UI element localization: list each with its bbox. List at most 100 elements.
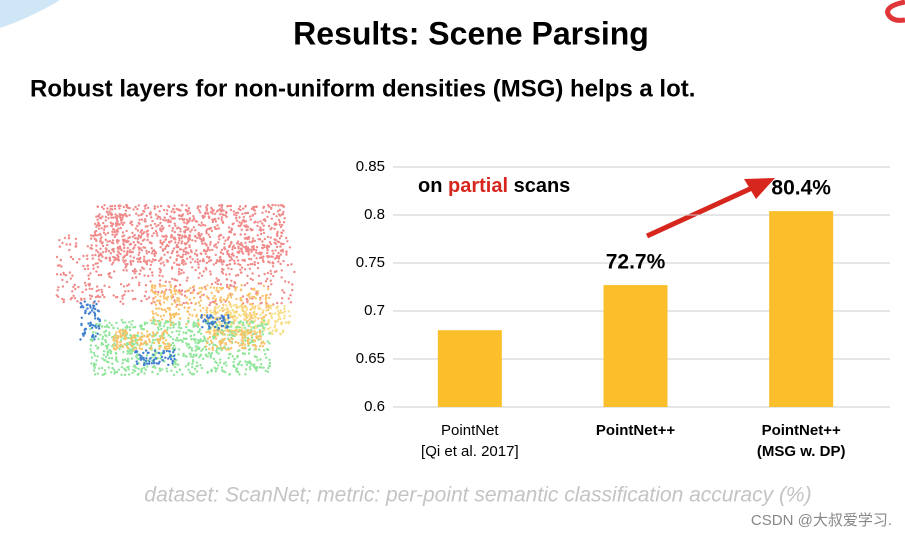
cloud-point xyxy=(187,206,191,210)
cloud-point xyxy=(134,243,137,247)
cloud-point xyxy=(243,310,247,313)
cloud-point xyxy=(140,370,143,374)
cloud-point xyxy=(199,224,203,227)
cloud-point xyxy=(280,276,283,279)
cloud-point xyxy=(149,357,152,360)
cloud-point xyxy=(151,341,154,344)
cloud-point xyxy=(167,320,170,323)
cloud-point xyxy=(222,213,225,217)
cloud-point xyxy=(139,356,142,359)
cloud-point xyxy=(191,219,194,222)
cloud-point xyxy=(106,207,109,210)
cloud-point xyxy=(282,210,285,214)
cloud-point xyxy=(266,215,269,218)
cloud-point xyxy=(243,268,247,271)
cloud-point xyxy=(214,212,217,215)
cloud-point xyxy=(99,333,102,336)
cloud-point xyxy=(283,310,287,313)
cloud-point xyxy=(230,341,233,344)
cloud-point xyxy=(147,362,151,365)
cloud-point xyxy=(281,289,284,292)
cloud-point xyxy=(219,251,223,254)
cloud-point xyxy=(144,218,147,221)
cloud-point xyxy=(104,333,107,337)
cloud-point xyxy=(249,263,252,266)
cloud-point xyxy=(175,305,178,309)
cloud-point xyxy=(92,369,96,372)
cloud-point xyxy=(172,324,175,327)
cloud-point xyxy=(244,360,247,363)
cloud-point xyxy=(65,243,68,246)
cloud-point xyxy=(196,325,199,329)
cloud-point xyxy=(140,347,144,351)
bar xyxy=(603,285,668,407)
cloud-point xyxy=(204,322,208,325)
cloud-point xyxy=(221,208,224,211)
bar xyxy=(437,330,502,407)
cloud-point xyxy=(62,271,65,275)
cloud-point xyxy=(150,302,153,305)
cloud-point xyxy=(207,260,211,263)
cloud-point xyxy=(258,251,262,254)
cloud-point xyxy=(133,343,136,346)
cloud-point xyxy=(244,212,247,215)
cloud-point xyxy=(195,370,199,373)
cloud-point xyxy=(215,227,218,231)
cloud-point xyxy=(108,240,112,243)
cloud-point xyxy=(262,309,265,312)
cloud-point xyxy=(283,317,286,320)
cloud-point xyxy=(175,313,178,316)
cloud-point xyxy=(89,311,92,314)
cloud-point xyxy=(192,325,195,328)
cloud-point xyxy=(118,204,121,207)
cloud-point xyxy=(207,227,210,230)
cloud-point xyxy=(136,335,140,338)
cloud-point xyxy=(228,333,231,337)
cloud-point xyxy=(227,356,230,360)
cloud-point xyxy=(215,246,219,249)
cloud-point xyxy=(213,294,216,298)
cloud-point xyxy=(228,320,231,324)
cloud-point xyxy=(249,316,253,319)
cloud-point xyxy=(110,216,113,219)
cloud-point xyxy=(106,243,109,247)
cloud-point xyxy=(116,220,119,223)
cloud-point xyxy=(263,272,266,276)
cloud-point xyxy=(232,222,235,225)
cloud-point xyxy=(228,292,231,295)
cloud-point xyxy=(247,292,251,296)
cloud-point xyxy=(130,220,133,223)
cloud-point xyxy=(221,338,225,341)
cloud-point xyxy=(117,255,120,259)
cloud-point xyxy=(135,347,138,350)
cloud-point xyxy=(261,311,264,314)
cloud-point xyxy=(170,297,173,300)
cloud-point xyxy=(244,220,248,223)
cloud-point xyxy=(182,301,185,305)
cloud-point xyxy=(102,221,105,225)
cloud-point xyxy=(235,211,238,215)
cloud-point xyxy=(57,286,60,289)
cloud-point xyxy=(97,324,100,328)
cloud-point xyxy=(254,212,257,215)
cloud-point xyxy=(133,246,136,249)
cloud-point xyxy=(93,366,96,369)
cloud-point xyxy=(176,227,179,230)
cloud-point xyxy=(145,249,148,253)
cloud-point xyxy=(99,240,102,243)
cloud-point xyxy=(89,350,93,354)
cloud-point xyxy=(235,242,239,245)
cloud-point xyxy=(186,220,189,224)
cloud-point xyxy=(155,225,158,228)
cloud-point xyxy=(184,355,188,358)
cloud-point xyxy=(247,253,250,256)
cloud-point xyxy=(284,321,287,324)
cloud-point xyxy=(134,336,137,339)
cloud-point xyxy=(194,268,197,272)
annotation-part: scans xyxy=(508,175,570,197)
cloud-point xyxy=(242,207,245,210)
cloud-point xyxy=(111,230,114,233)
cloud-point xyxy=(71,257,75,261)
cloud-point xyxy=(232,285,236,288)
cloud-point xyxy=(142,358,146,361)
